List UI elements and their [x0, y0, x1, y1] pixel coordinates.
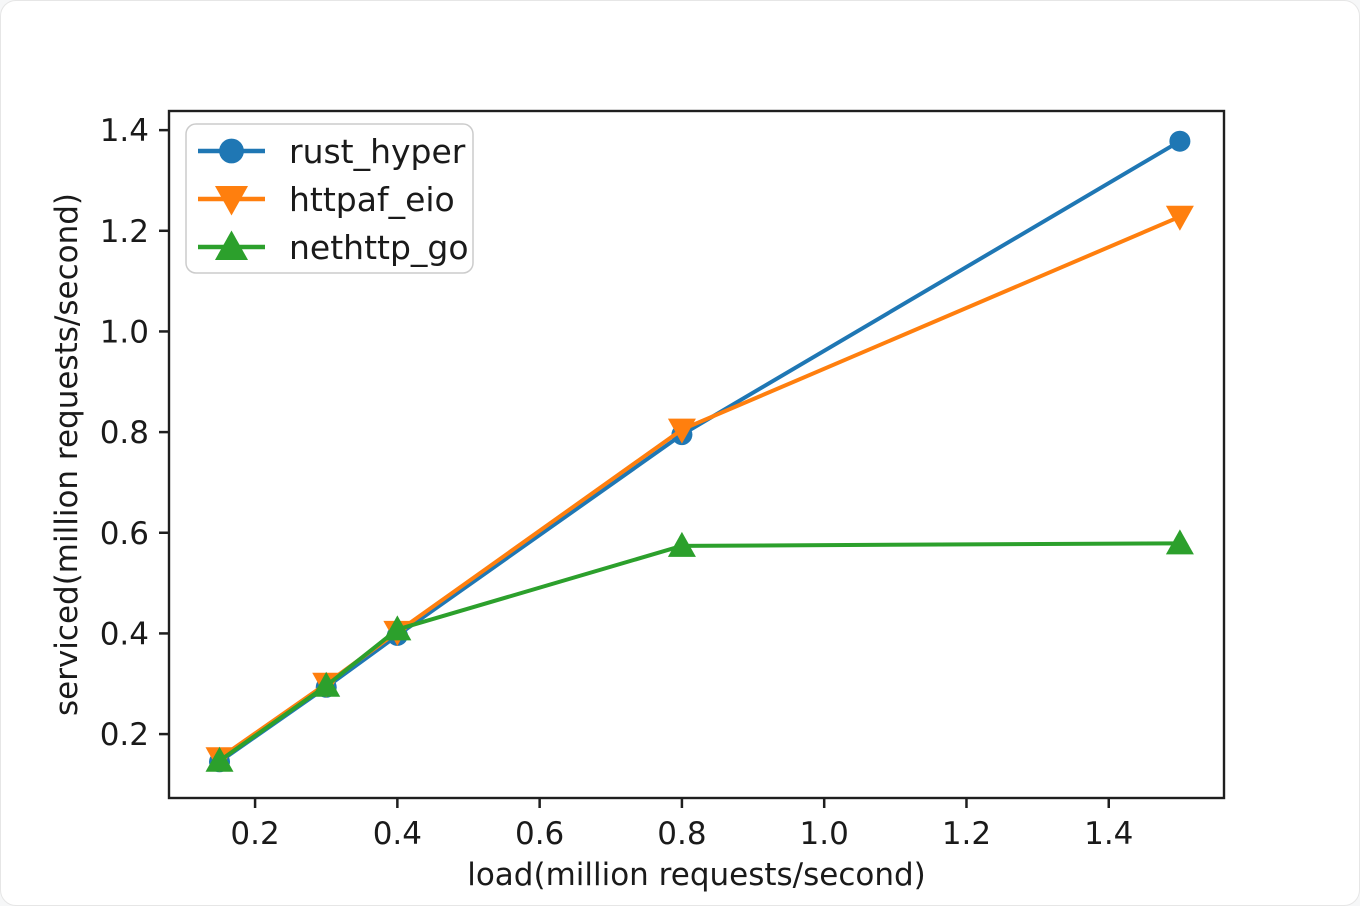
x-axis-label: load(million requests/second) [467, 857, 926, 893]
y-tick-label: 1.2 [100, 214, 149, 250]
y-tick-label: 0.6 [100, 516, 149, 552]
marker-triangle-up [214, 230, 249, 260]
legend-box [185, 123, 474, 274]
marker-triangle-up [312, 671, 341, 697]
series-line-nethttp_go [217, 541, 1182, 763]
x-tick-label: 1.4 [1084, 816, 1133, 852]
legend-item-rust_hyper: rust_hyper [198, 132, 466, 171]
y-tick-label: 0.4 [100, 616, 149, 652]
legend-label: nethttp_go [289, 228, 469, 267]
x-tick-label: 0.2 [230, 816, 279, 852]
marker-circle [219, 138, 244, 164]
legend-label: httpaf_eio [289, 180, 455, 219]
axes-spines [167, 109, 1226, 800]
marker-triangle-up [667, 531, 696, 557]
y-tick-label: 1.0 [100, 314, 149, 350]
legend-item-nethttp_go: nethttp_go [198, 228, 469, 267]
marker-triangle-down [214, 186, 249, 216]
legend-label: rust_hyper [289, 132, 466, 171]
x-tick-label: 1.0 [800, 816, 849, 852]
marker-triangle-up [205, 746, 234, 772]
y-axis-label: serviced(million requests/second) [49, 193, 85, 716]
y-tick-label: 0.8 [100, 415, 149, 451]
x-tick-label: 1.2 [942, 816, 991, 852]
marker-circle [1169, 130, 1191, 152]
x-tick-label: 0.4 [373, 816, 422, 852]
marker-triangle-down [667, 418, 696, 444]
legend: rust_hyper httpaf_eio nethttp_go [185, 123, 474, 274]
y-tick-label: 0.2 [100, 717, 149, 753]
y-tick-label: 1.4 [100, 113, 149, 149]
series-httpaf_eio [205, 205, 1194, 773]
marker-triangle-up [383, 615, 412, 641]
x-tick-label: 0.8 [657, 816, 706, 852]
series-nethttp_go [205, 529, 1194, 772]
marker-triangle-down [1165, 205, 1194, 231]
x-tick-label: 0.6 [515, 816, 564, 852]
marker-triangle-up [1165, 529, 1194, 555]
legend-item-httpaf_eio: httpaf_eio [198, 180, 455, 219]
series-line-httpaf_eio [217, 214, 1182, 761]
